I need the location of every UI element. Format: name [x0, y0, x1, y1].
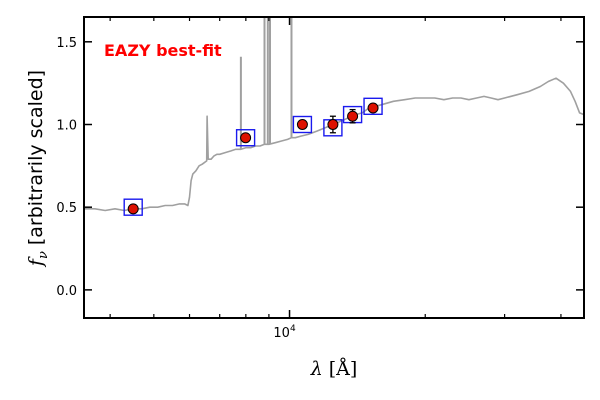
y-tick-label: 1.5	[56, 36, 77, 51]
x-tick-label-exponent: 4	[290, 324, 296, 334]
y-axis-label-symbol: f	[25, 256, 47, 268]
photometry-point	[296, 119, 308, 130]
model-spectrum-line	[84, 77, 585, 212]
model-box-layer	[123, 97, 383, 216]
model-flux-box	[235, 129, 256, 147]
plot-frame	[83, 16, 585, 319]
y-tick-label: 0.0	[56, 284, 77, 299]
x-axis-label-symbol: λ	[310, 358, 323, 380]
model-flux-box	[123, 198, 143, 216]
annotation-eazy-best-fit: EAZY best-fit	[104, 41, 222, 60]
y-axis-label-text: [arbitrarily scaled]	[25, 70, 47, 245]
y-axis-label: fν [arbitrarily scaled]	[25, 70, 51, 268]
axis-ticks: 0.0 0.5 1.0 1.5 104	[56, 17, 584, 341]
photometry-layer	[127, 102, 379, 215]
y-tick-label: 0.5	[56, 201, 77, 216]
y-tick-label: 1.0	[56, 119, 77, 134]
model-flux-box	[363, 97, 383, 116]
photometry-point	[127, 203, 139, 215]
photometry-point	[367, 102, 379, 114]
x-axis-label-unit: [Å]	[329, 358, 358, 380]
y-axis-label-subscript: ν	[36, 251, 51, 259]
model-spectrum-layer	[84, 17, 585, 212]
x-tick-label: 104	[273, 324, 296, 341]
x-axis-label: λ [Å]	[310, 358, 358, 380]
photometry-point	[347, 110, 359, 122]
photometry-point	[327, 119, 339, 130]
axes-frame	[83, 16, 585, 319]
model-flux-box	[292, 115, 313, 134]
photometry-point	[240, 132, 252, 144]
